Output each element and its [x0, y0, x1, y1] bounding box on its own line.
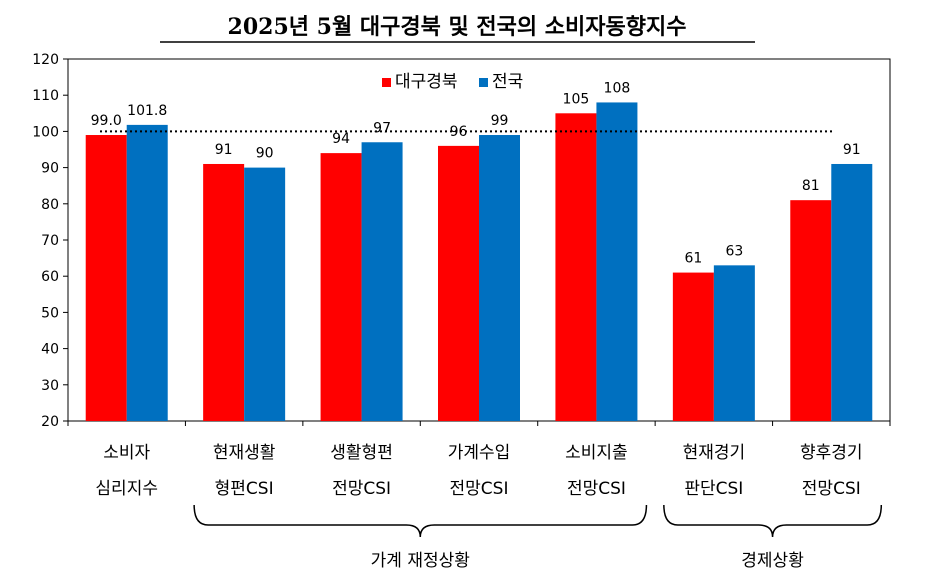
- y-tick-label: 90: [41, 161, 59, 177]
- legend-marker: [382, 78, 391, 87]
- group-brace: [663, 504, 883, 538]
- bar: [831, 163, 873, 422]
- category-label: 전망CSI: [450, 479, 509, 499]
- data-label: 96: [450, 124, 468, 140]
- bar: [672, 272, 714, 421]
- bar: [438, 145, 479, 421]
- data-label: 99.0: [91, 113, 122, 129]
- category-label: 현재경기: [683, 443, 746, 463]
- data-label: 61: [684, 251, 702, 267]
- y-tick-label: 50: [41, 305, 59, 321]
- bar: [126, 124, 168, 421]
- legend-marker: [479, 78, 488, 87]
- y-tick-label: 110: [32, 88, 59, 104]
- y-tick-label: 70: [41, 233, 59, 249]
- legend-label: 대구경북: [395, 72, 458, 92]
- bar: [85, 135, 127, 421]
- category-label: 생활형편: [330, 443, 393, 463]
- y-tick-label: 40: [41, 342, 59, 358]
- group-label: 경제상황: [741, 551, 804, 571]
- bar: [244, 167, 286, 421]
- y-tick-label: 120: [32, 52, 59, 68]
- y-tick-label: 60: [41, 269, 59, 285]
- category-label: 현재생활: [213, 443, 276, 463]
- bar: [596, 102, 638, 421]
- group-label: 가계 재정상황: [371, 551, 470, 571]
- legend-label: 전국: [492, 72, 523, 92]
- data-label: 99: [491, 113, 509, 129]
- data-label: 91: [215, 142, 233, 158]
- category-label: 전망CSI: [332, 479, 391, 499]
- data-label: 90: [256, 146, 274, 162]
- bar: [790, 200, 832, 421]
- category-label: 전망CSI: [802, 479, 861, 499]
- data-label: 91: [843, 142, 861, 158]
- data-label: 105: [563, 91, 590, 107]
- chart-title: 2025년 5월 대구경북 및 전국의 소비자동향지수: [228, 14, 687, 40]
- data-label: 108: [604, 80, 631, 96]
- category-label: 전망CSI: [567, 479, 626, 499]
- data-label: 97: [373, 120, 391, 136]
- data-label: 63: [725, 243, 743, 259]
- bar: [203, 163, 245, 422]
- category-label: 소비자: [103, 443, 150, 463]
- y-tick-label: 100: [32, 124, 59, 140]
- category-label: 가계수입: [448, 443, 511, 463]
- category-label: 판단CSI: [684, 479, 743, 499]
- bar: [713, 265, 755, 421]
- data-label: 94: [332, 131, 350, 147]
- y-tick-label: 80: [41, 197, 59, 213]
- group-brace: [193, 504, 648, 538]
- bar: [320, 153, 362, 421]
- category-label: 소비지출: [565, 443, 628, 463]
- data-label: 81: [802, 178, 820, 194]
- y-tick-label: 30: [41, 378, 59, 394]
- category-label: 향후경기: [800, 443, 863, 463]
- data-label: 101.8: [127, 103, 167, 119]
- category-label: 형편CSI: [215, 479, 274, 499]
- bar: [479, 135, 520, 421]
- bar: [361, 142, 403, 421]
- category-label: 심리지수: [95, 479, 158, 499]
- bar: [555, 113, 597, 422]
- y-tick-label: 20: [41, 414, 59, 430]
